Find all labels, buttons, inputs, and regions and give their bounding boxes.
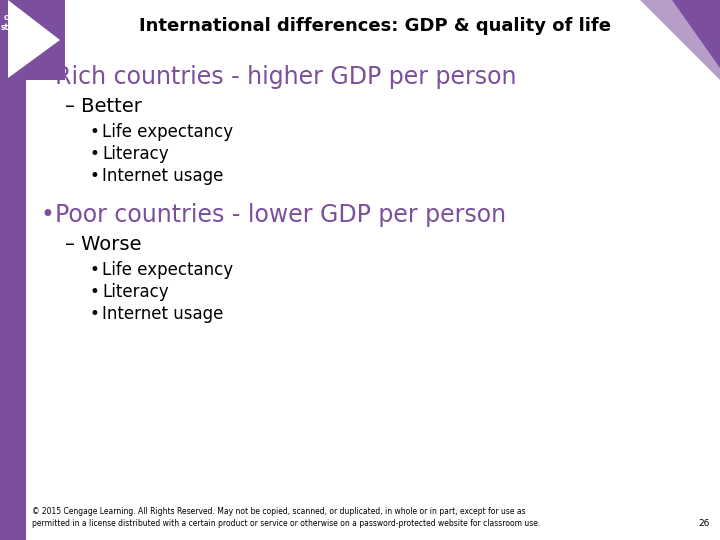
- Text: Poor countries - lower GDP per person: Poor countries - lower GDP per person: [55, 203, 506, 227]
- Polygon shape: [672, 0, 720, 68]
- Text: •: •: [90, 305, 100, 323]
- Polygon shape: [640, 0, 720, 80]
- Text: Internet usage: Internet usage: [102, 305, 223, 323]
- Bar: [0, 0, 26, 540]
- Text: Literacy: Literacy: [102, 145, 168, 163]
- Text: case
study: case study: [1, 13, 25, 32]
- Text: Literacy: Literacy: [102, 283, 168, 301]
- Polygon shape: [0, 0, 40, 35]
- Text: Internet usage: Internet usage: [102, 167, 223, 185]
- Polygon shape: [0, 0, 55, 70]
- Text: 26: 26: [698, 519, 710, 528]
- Text: •: •: [40, 65, 54, 89]
- Text: Rich countries - higher GDP per person: Rich countries - higher GDP per person: [55, 65, 516, 89]
- Text: – Better: – Better: [65, 97, 142, 116]
- Text: – Worse: – Worse: [65, 235, 142, 254]
- Text: International differences: GDP & quality of life: International differences: GDP & quality…: [139, 17, 611, 35]
- Bar: [0, 0, 65, 80]
- Text: •: •: [90, 123, 100, 141]
- Text: •: •: [90, 167, 100, 185]
- Text: •: •: [90, 283, 100, 301]
- Text: •: •: [90, 261, 100, 279]
- Text: •: •: [40, 203, 54, 227]
- Polygon shape: [8, 0, 60, 78]
- Text: Life expectancy: Life expectancy: [102, 123, 233, 141]
- Text: © 2015 Cengage Learning. All Rights Reserved. May not be copied, scanned, or dup: © 2015 Cengage Learning. All Rights Rese…: [32, 507, 540, 528]
- Text: •: •: [90, 145, 100, 163]
- Text: Life expectancy: Life expectancy: [102, 261, 233, 279]
